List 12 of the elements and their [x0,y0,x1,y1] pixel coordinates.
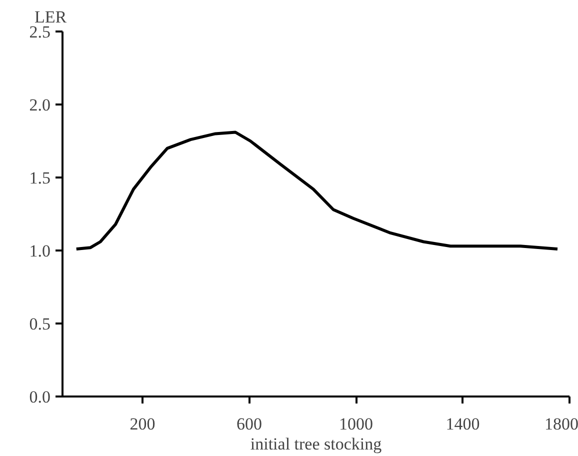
y-tick-label: 0.5 [29,314,50,334]
x-tick-label: 1000 [339,414,374,434]
line-series [74,130,559,251]
y-tick-label: 1.0 [29,242,50,260]
x-tick-label: 1400 [446,414,480,434]
y-tick-label: 1.5 [29,168,50,188]
x-tick-label: 200 [130,414,156,434]
y-tick-label: 0.0 [29,388,50,406]
x-tick-label: 1800 [544,414,578,434]
x-tick-label: 600 [236,414,262,434]
y-tick-label: 2.0 [29,96,50,114]
x-axis-title: initial tree stocking [250,434,382,454]
